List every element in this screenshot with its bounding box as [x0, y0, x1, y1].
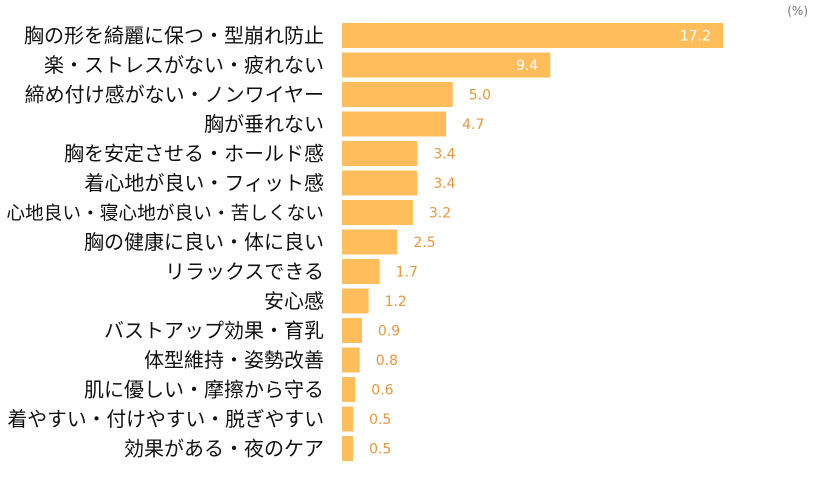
category-label-14: 効果がある・夜のケア	[124, 437, 324, 461]
value-label-8: 1.7	[396, 265, 418, 281]
bar-4	[342, 141, 418, 166]
category-label-10: バストアップ効果・育乳	[104, 319, 324, 343]
unit-label: (%)	[787, 4, 808, 18]
category-label-12: 肌に優しい・摩擦から守る	[84, 378, 324, 402]
value-label-0: 17.2	[680, 29, 711, 45]
bar-12	[342, 377, 356, 402]
value-label-1: 9.4	[516, 58, 538, 74]
value-label-9: 1.2	[385, 294, 407, 310]
value-label-4: 3.4	[433, 147, 455, 163]
bar-5	[342, 170, 418, 196]
value-label-6: 3.2	[429, 206, 451, 222]
bar-8	[342, 259, 380, 284]
bar-9	[342, 288, 369, 314]
value-label-11: 0.8	[376, 353, 398, 369]
category-label-3: 胸が垂れない	[204, 112, 324, 136]
category-label-6: 心地良い・寝心地が良い・苦しくない	[6, 204, 324, 225]
bar-6	[342, 200, 413, 225]
category-label-2: 締め付け感がない・ノンワイヤー	[25, 83, 324, 107]
category-label-5: 着心地が良い・フィット感	[84, 171, 324, 195]
value-label-5: 3.4	[433, 176, 455, 192]
value-label-3: 4.7	[462, 117, 484, 133]
category-label-8: リラックスできる	[165, 260, 324, 284]
bar-11	[342, 347, 360, 373]
bar-2	[342, 82, 453, 107]
bar-14	[342, 436, 354, 461]
category-label-13: 着やすい・付けやすい・脱ぎやすい	[7, 408, 324, 431]
category-label-11: 体型維持・姿勢改善	[144, 348, 324, 372]
bar-13	[342, 406, 354, 432]
category-label-1: 楽・ストレスがない・疲れない	[44, 53, 324, 77]
value-label-10: 0.9	[378, 324, 400, 340]
bar-1	[342, 52, 551, 78]
category-label-9: 安心感	[264, 289, 324, 313]
bar-10	[342, 318, 362, 343]
category-label-4: 胸を安定させる・ホールド感	[64, 142, 324, 166]
bar-0	[342, 23, 723, 48]
category-label-0: 胸の形を綺麗に保つ・型崩れ防止	[24, 24, 324, 48]
value-label-13: 0.5	[369, 412, 391, 428]
value-label-14: 0.5	[369, 442, 391, 458]
category-label-7: 胸の健康に良い・体に良い	[84, 230, 324, 254]
value-label-12: 0.6	[371, 383, 393, 399]
bar-7	[342, 229, 398, 255]
value-label-7: 2.5	[413, 235, 435, 251]
bar-3	[342, 111, 447, 137]
value-label-2: 5.0	[469, 88, 491, 104]
